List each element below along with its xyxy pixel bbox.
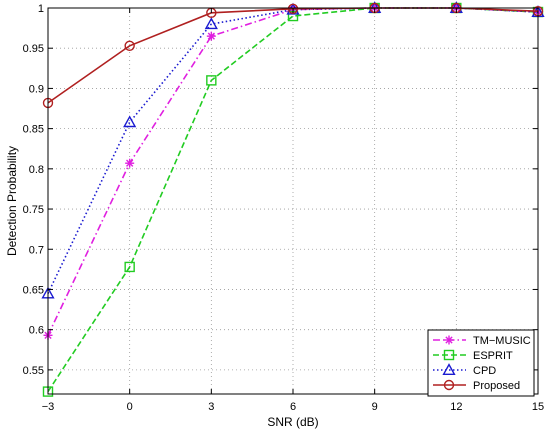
y-tick-label: 0.95 (23, 43, 44, 55)
data-point (124, 40, 135, 51)
data-point (125, 158, 135, 168)
data-point (206, 31, 216, 41)
legend-label: Proposed (473, 380, 520, 392)
y-tick-label: 0.7 (29, 244, 44, 256)
axis-ticks: −3 0 3 6 9 12 15 0.55 0.6 0.65 0.7 0.75 0.8 0.85 0.9 0.… (23, 3, 545, 413)
legend: TM−MUSIC ESPRIT CPD Proposed (427, 329, 535, 397)
x-tick-label: 0 (127, 401, 133, 413)
y-tick-label: 0.8 (29, 164, 44, 176)
data-point (206, 75, 217, 86)
x-tick-label: 6 (290, 401, 296, 413)
legend-entry: CPD (433, 363, 496, 377)
data-point (124, 261, 135, 273)
y-tick-label: 0.75 (23, 204, 44, 216)
legend-marker (442, 363, 456, 376)
x-tick-label: 12 (450, 401, 462, 413)
legend-label: TM−MUSIC (473, 335, 531, 347)
y-tick-label: 0.85 (23, 124, 44, 136)
legend-marker (443, 379, 455, 391)
y-tick-label: 0.55 (23, 365, 44, 377)
legend-marker (444, 335, 454, 345)
legend-entry: ESPRIT (433, 349, 513, 362)
grid-lines (48, 8, 538, 394)
series-line (47, 7, 539, 393)
legend-label: CPD (473, 365, 496, 377)
x-axis-label: SNR (dB) (267, 415, 318, 429)
y-tick-label: 0.65 (23, 284, 44, 296)
x-tick-label: 15 (532, 401, 544, 413)
legend-marker (443, 349, 455, 361)
y-tick-label: 1 (38, 3, 44, 15)
data-point (204, 17, 218, 30)
data-point (287, 3, 299, 15)
y-tick-label: 0.9 (29, 83, 44, 95)
legend-entry: Proposed (433, 379, 520, 392)
x-tick-label: 3 (208, 401, 214, 413)
legend-entry: TM−MUSIC (433, 335, 531, 347)
y-tick-label: 0.6 (29, 325, 44, 337)
x-tick-label: 9 (372, 401, 378, 413)
legend-label: ESPRIT (473, 350, 513, 362)
x-tick-label: −3 (42, 401, 55, 413)
y-axis-label: Detection Probability (5, 146, 19, 256)
data-point (123, 115, 137, 128)
